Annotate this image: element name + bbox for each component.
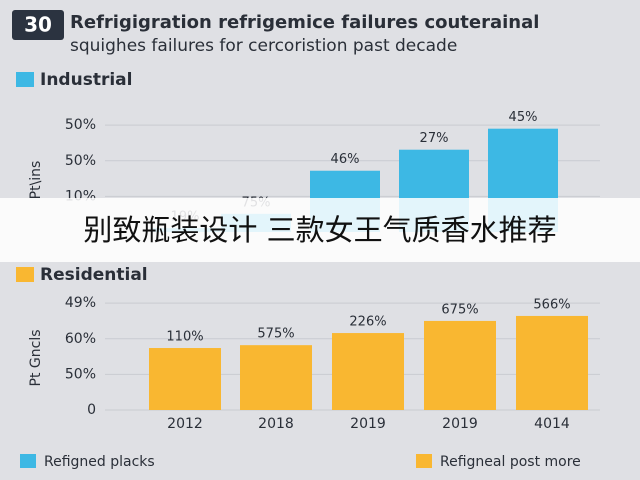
- value-label: 566%: [533, 297, 570, 312]
- value-label: 575%: [257, 327, 294, 342]
- value-label: 675%: [441, 302, 478, 317]
- value-label: 27%: [420, 131, 449, 146]
- value-label: 226%: [349, 315, 386, 330]
- chart-title: Industrial: [40, 70, 132, 90]
- series-swatch: [16, 267, 34, 282]
- value-label: 110%: [166, 330, 203, 345]
- bar: [516, 315, 588, 410]
- x-tick-label: 2019: [442, 416, 478, 432]
- banner-bg: [0, 198, 640, 262]
- title: Refrigigration refrigemice failures cout…: [70, 12, 539, 33]
- y-axis-label: Pt Gncls: [28, 330, 44, 387]
- x-tick-label: 2019: [350, 416, 386, 432]
- legend-swatch: [416, 454, 432, 468]
- banner-text: 别致瓶装设计 三款女王气质香水推荐: [83, 213, 556, 247]
- legend: Refigned placks Refigneal post more: [20, 454, 581, 470]
- series-swatch: [16, 72, 34, 87]
- y-axis-label: Pt\ins: [28, 161, 44, 200]
- x-tick-label: 4014: [534, 416, 570, 432]
- legend-label: Refigneal post more: [440, 454, 581, 470]
- badge: [12, 10, 64, 40]
- bar: [240, 345, 312, 410]
- chart-title: Residential: [40, 265, 148, 285]
- value-label: 46%: [331, 152, 360, 167]
- x-tick-label: 2018: [258, 416, 294, 432]
- y-tick-label: 50%: [65, 153, 96, 169]
- y-tick-label: 49%: [65, 295, 96, 311]
- value-label: 45%: [509, 110, 538, 125]
- bar: [424, 320, 496, 410]
- y-tick-label: 50%: [65, 366, 96, 382]
- legend-label: Refigned placks: [44, 454, 155, 470]
- y-tick-label: 50%: [65, 117, 96, 133]
- bar: [332, 333, 404, 410]
- y-tick-label: 60%: [65, 331, 96, 347]
- legend-swatch: [20, 454, 36, 468]
- badge-text: 30: [24, 13, 52, 37]
- subtitle: squighes failures for cercoristion past …: [70, 36, 457, 56]
- x-tick-label: 2012: [167, 416, 203, 432]
- bar: [149, 348, 221, 410]
- y-tick-label: 0: [87, 402, 96, 418]
